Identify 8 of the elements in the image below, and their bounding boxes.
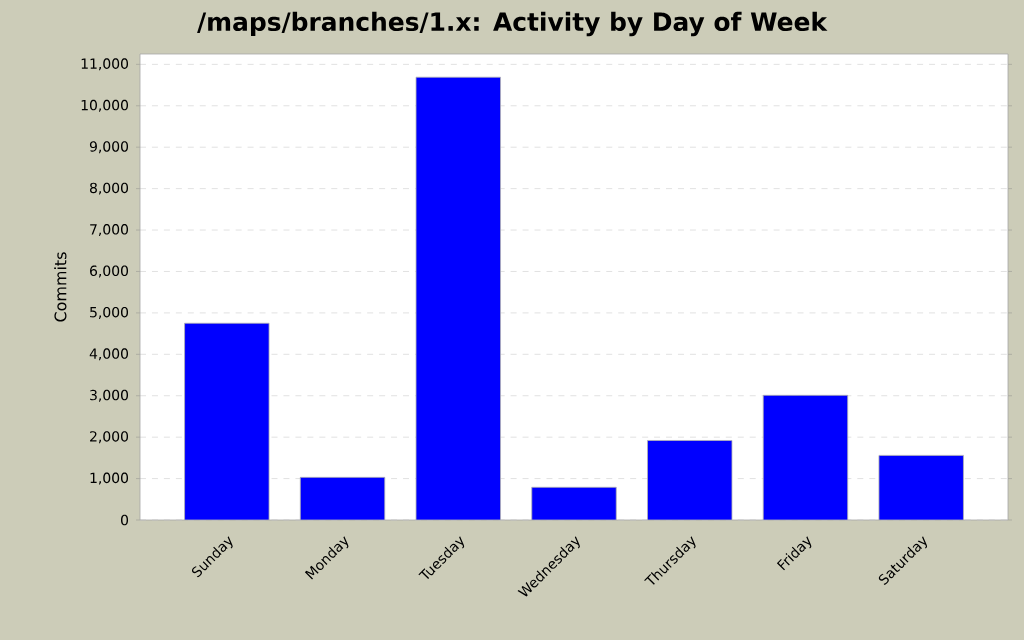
bar	[878, 454, 964, 520]
bar	[531, 487, 617, 520]
bar	[763, 395, 848, 520]
chart-title: /maps/branches/1.x: Activity by Day of Week	[197, 11, 828, 37]
bar	[300, 477, 385, 520]
bar	[647, 440, 732, 520]
bar	[416, 77, 501, 520]
bar	[184, 323, 270, 520]
